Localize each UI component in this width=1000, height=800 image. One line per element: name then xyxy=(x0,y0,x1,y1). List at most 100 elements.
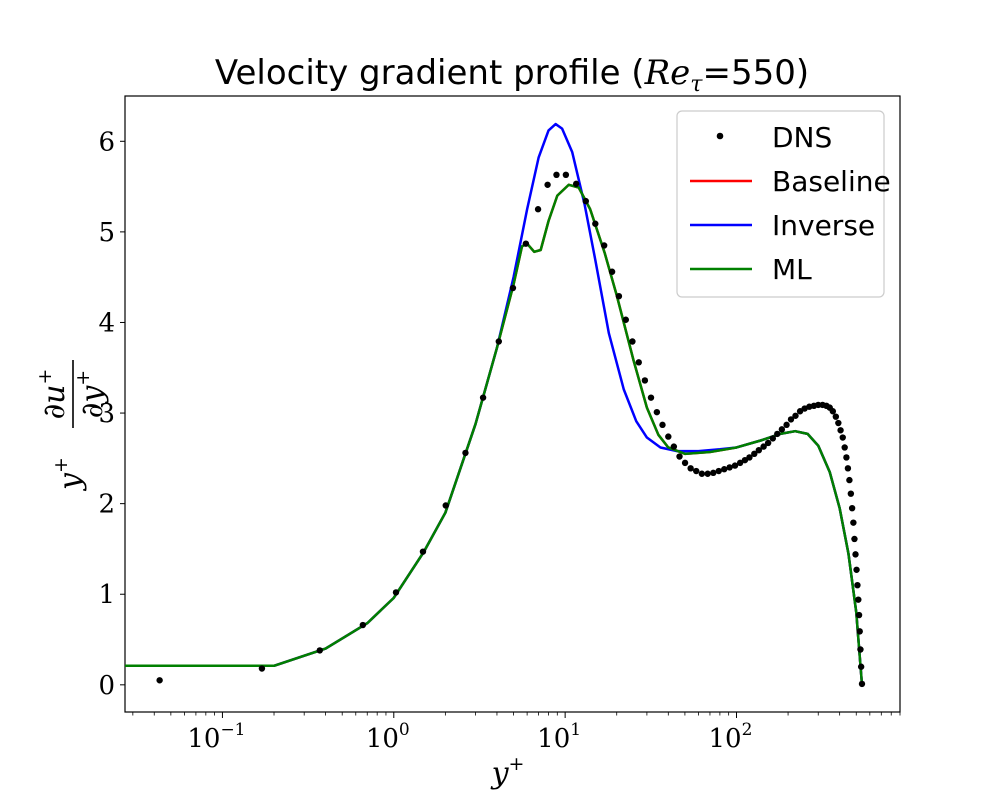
data-point-dns xyxy=(509,284,517,292)
legend: DNS Baseline Inverse ML xyxy=(676,110,891,298)
x-tick-label-0: 10−1 xyxy=(187,720,245,754)
x-tick-label-1: 100 xyxy=(366,720,410,754)
data-point-dns xyxy=(746,454,753,461)
y-tick-label-5: 5 xyxy=(98,218,115,248)
data-point-dns xyxy=(258,665,266,672)
plot-area-frame xyxy=(124,95,901,713)
x-tick-label-exp-0: −1 xyxy=(220,720,245,740)
data-point-dns xyxy=(731,462,739,469)
series-layer xyxy=(125,122,866,688)
x-tick-label-base-0: 10 xyxy=(187,724,220,754)
y-axis-label-den-sup: + xyxy=(72,370,94,386)
data-point-dns xyxy=(462,449,469,457)
x-tick-label-base-3: 10 xyxy=(709,724,742,754)
data-point-dns xyxy=(676,453,683,460)
data-point-dns xyxy=(850,519,857,526)
data-point-dns xyxy=(659,421,666,429)
series-line-ml xyxy=(125,183,864,685)
y-axis-label-prefix: y+ xyxy=(50,457,88,492)
data-point-dns xyxy=(647,394,655,401)
chart-title-re-subscript: τ xyxy=(690,72,703,97)
data-point-dns xyxy=(608,268,616,275)
data-point-dns xyxy=(856,628,863,635)
y-tick-label-1: 1 xyxy=(98,580,115,610)
data-point-dns xyxy=(829,408,837,415)
data-point-dns xyxy=(681,459,689,467)
data-point-dns xyxy=(670,443,678,450)
data-point-dns xyxy=(592,220,599,227)
data-point-dns xyxy=(562,171,570,179)
y-axis-label-denominator: ∂y+ xyxy=(72,370,110,418)
data-point-dns xyxy=(857,663,865,670)
y-axis-label: y+ ∂u+ ∂y+ xyxy=(34,360,110,492)
data-point-dns xyxy=(852,551,859,558)
y-axis-label-prefix-base: y xyxy=(53,472,88,492)
data-point-dns xyxy=(783,421,790,429)
data-point-dns xyxy=(615,293,623,300)
y-tick-label-6: 6 xyxy=(98,127,115,157)
data-point-dns xyxy=(721,466,728,473)
data-point-dns xyxy=(855,611,863,619)
x-tick-label-3: 102 xyxy=(709,720,753,754)
data-point-dns xyxy=(359,621,367,629)
data-point-dns xyxy=(641,377,649,384)
legend-label-baseline: Baseline xyxy=(772,165,891,198)
x-axis-label-sup: + xyxy=(509,753,525,775)
y-axis-label-num-base: ∂u xyxy=(37,385,72,420)
y-axis-label-den-base: ∂y xyxy=(75,385,110,419)
data-point-dns xyxy=(751,450,758,458)
y-axis-label-num-sup: + xyxy=(34,369,56,385)
x-tick-label-2: 101 xyxy=(537,720,581,754)
x-tick-label-exp-1: 0 xyxy=(399,720,410,740)
data-point-dns xyxy=(534,206,542,213)
data-point-dns xyxy=(854,581,861,589)
data-point-dns xyxy=(843,454,850,461)
data-point-dns xyxy=(792,412,799,419)
data-point-dns xyxy=(846,476,853,484)
data-point-dns xyxy=(796,408,804,415)
data-point-dns xyxy=(665,433,672,440)
y-tick-label-0: 0 xyxy=(98,671,115,701)
data-point-dns xyxy=(522,240,530,247)
data-point-dns xyxy=(495,338,502,345)
y-axis-label-numerator: ∂u+ xyxy=(34,369,72,420)
data-point-dns xyxy=(787,416,795,423)
data-point-dns xyxy=(392,589,400,596)
chart-title-value: =550 xyxy=(702,53,795,93)
data-point-dns xyxy=(572,180,580,188)
data-point-dns xyxy=(848,504,856,512)
data-point-dns xyxy=(835,419,842,427)
data-point-dns xyxy=(582,197,589,205)
x-tick-label-exp-2: 1 xyxy=(570,720,581,740)
data-point-dns xyxy=(837,427,844,434)
legend-frame xyxy=(676,110,885,298)
data-point-dns xyxy=(600,242,608,249)
data-point-dns xyxy=(832,413,840,420)
chart-title-re: Re xyxy=(644,53,691,93)
series-dns xyxy=(156,171,866,688)
x-axis-label: y+ xyxy=(490,753,525,791)
data-point-dns xyxy=(853,566,860,573)
data-point-dns xyxy=(764,439,772,447)
chart-title: Velocity gradient profile (Reτ=550) xyxy=(215,53,809,97)
data-point-dns xyxy=(778,426,786,433)
data-point-dns xyxy=(622,316,630,323)
data-point-dns xyxy=(760,443,767,450)
legend-label-ml: ML xyxy=(772,253,812,286)
legend-label-dns: DNS xyxy=(772,121,832,154)
data-point-dns xyxy=(726,464,733,471)
data-point-dns xyxy=(839,434,846,441)
data-point-dns xyxy=(736,459,744,467)
data-point-dns xyxy=(479,394,487,401)
data-point-dns xyxy=(687,465,694,472)
data-point-dns xyxy=(858,680,866,688)
data-point-dns xyxy=(769,435,777,442)
data-point-dns xyxy=(635,359,642,366)
data-point-dns xyxy=(710,469,717,477)
y-tick-label-3: 3 xyxy=(98,399,115,429)
data-point-dns xyxy=(698,470,706,477)
chart-title-prefix: Velocity gradient profile ( xyxy=(215,53,645,93)
y-tick-label-4: 4 xyxy=(98,308,115,338)
